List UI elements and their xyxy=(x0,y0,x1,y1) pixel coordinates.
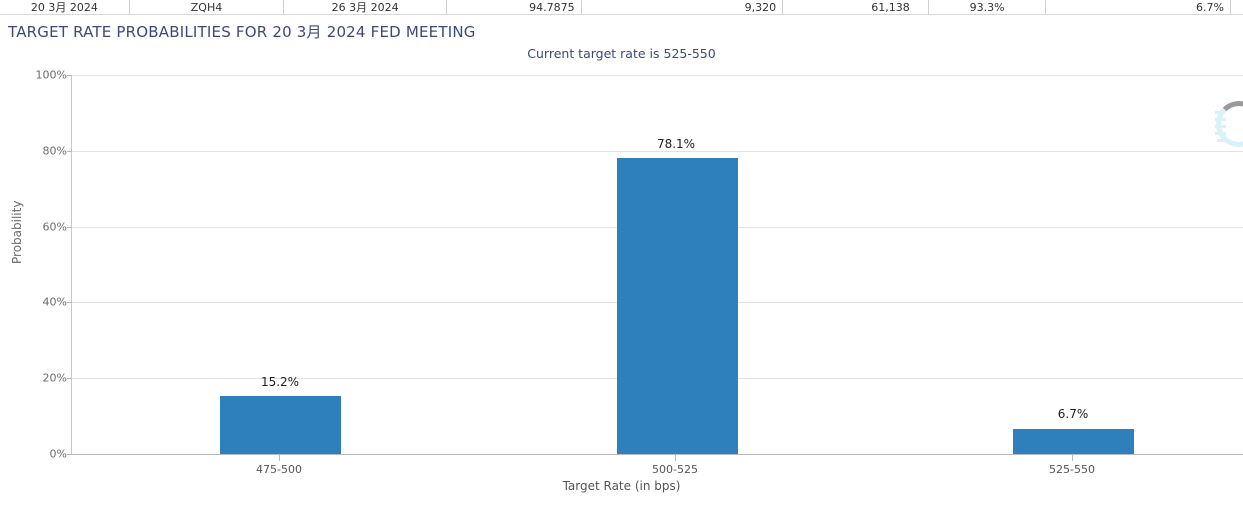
bar-value-label-500-525: 78.1% xyxy=(656,137,696,151)
x-axis-title: Target Rate (in bps) xyxy=(562,479,681,493)
ytick-mark-60 xyxy=(67,226,72,228)
data-table-strip: 20 3月 2024 ZQH4 26 3月 2024 94.7875 9,320… xyxy=(0,0,1243,15)
table-cell-meeting-date: 20 3月 2024 xyxy=(0,0,130,14)
xtick-mark-525-550 xyxy=(1072,455,1073,461)
loading-spinner xyxy=(1215,93,1243,155)
chart-subtitle: Current target rate is 525-550 xyxy=(527,46,716,61)
xtick-label-475-500: 475-500 xyxy=(256,463,302,476)
plot-area: 100% 80% 60% 40% 20% 0% 15.2% 78.1% 6.7% xyxy=(36,69,1243,461)
table-cell-quote-date: 26 3月 2024 xyxy=(284,0,447,14)
xtick-mark-500-525 xyxy=(675,455,676,461)
x-axis-band: 475-500 500-525 525-550 xyxy=(71,455,1243,479)
table-cell-prob-no-change: 93.3% xyxy=(929,0,1047,14)
page-title: TARGET RATE PROBABILITIES FOR 20 3月 2024… xyxy=(8,23,476,41)
y-axis-title: Probability xyxy=(10,200,24,264)
ytick-label-100: 100% xyxy=(35,68,67,82)
xtick-label-525-550: 525-550 xyxy=(1049,463,1095,476)
table-cell-contract: ZQH4 xyxy=(130,0,285,14)
ytick-mark-80 xyxy=(67,150,72,152)
bar-475-500[interactable] xyxy=(220,396,341,454)
ytick-mark-40 xyxy=(67,302,72,304)
ytick-mark-0 xyxy=(67,454,72,455)
ytick-label-60: 60% xyxy=(42,220,67,234)
bar-value-label-475-500: 15.2% xyxy=(260,375,300,389)
table-cell-prob-cut: 6.7% xyxy=(1046,0,1231,14)
xtick-label-500-525: 500-525 xyxy=(652,463,698,476)
bar-525-550[interactable] xyxy=(1013,428,1134,454)
xtick-mark-475-500 xyxy=(279,455,280,461)
table-row[interactable]: 20 3月 2024 ZQH4 26 3月 2024 94.7875 9,320… xyxy=(0,0,1243,14)
table-cell-volume: 9,320 xyxy=(582,0,784,14)
ytick-label-20: 20% xyxy=(42,371,67,385)
bar-value-label-525-550: 6.7% xyxy=(1057,407,1089,421)
table-cell-spacer xyxy=(916,0,929,14)
gridline-80 xyxy=(72,150,1243,152)
ytick-label-40: 40% xyxy=(42,295,67,309)
ytick-mark-20 xyxy=(67,378,72,380)
ytick-mark-100 xyxy=(67,75,72,76)
ytick-label-0: 0% xyxy=(49,447,67,461)
table-cell-price: 94.7875 xyxy=(447,0,582,14)
ytick-label-80: 80% xyxy=(42,144,67,158)
gridline-100 xyxy=(72,75,1243,76)
table-cell-open-interest: 61,138 xyxy=(871,1,910,14)
bar-500-525[interactable] xyxy=(617,158,738,454)
